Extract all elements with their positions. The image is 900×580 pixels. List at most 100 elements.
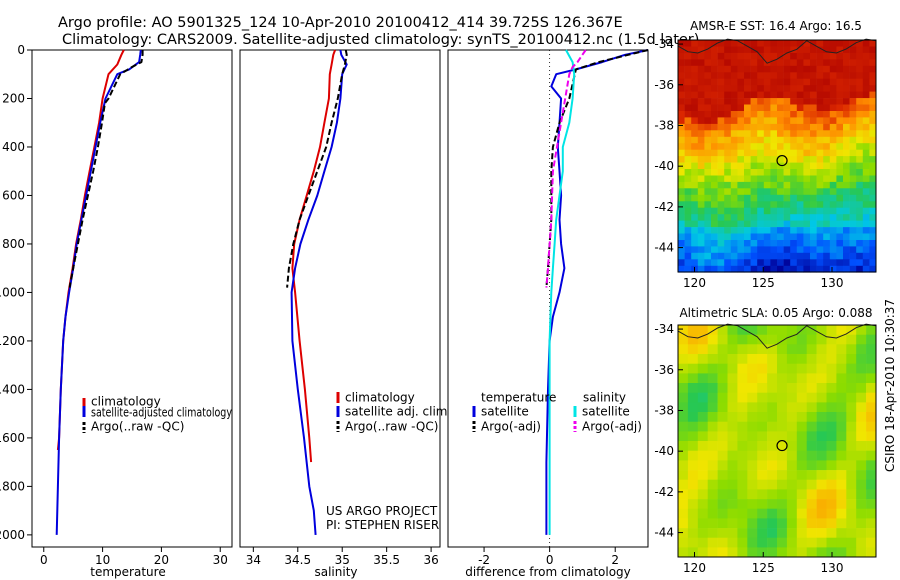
map-cell [724, 220, 732, 228]
map-cell [806, 363, 817, 374]
map-cell [750, 169, 758, 176]
map-cell [777, 421, 788, 432]
x-tick-label: 30 [213, 553, 228, 567]
map-cell [691, 149, 699, 157]
map-cell [806, 325, 817, 335]
map-cell [836, 479, 847, 490]
map-cell [684, 252, 692, 260]
map-cell [770, 252, 778, 260]
series-line-satellite [290, 49, 348, 535]
map-cell [796, 528, 807, 539]
map-cell [678, 344, 689, 355]
map-cell [737, 52, 745, 60]
map-cell [767, 334, 778, 345]
map-cell [869, 40, 877, 47]
map-cell [730, 123, 738, 131]
map-cell [856, 207, 864, 215]
map-cell [757, 470, 768, 481]
map-cell [737, 412, 748, 422]
map-cell [770, 123, 778, 131]
map-cell [687, 325, 699, 335]
map-cell [697, 265, 705, 273]
map-cell [727, 499, 738, 510]
map-cell [777, 265, 784, 273]
map-cell [777, 252, 784, 260]
map-cell [869, 52, 877, 60]
map-cell [856, 104, 864, 112]
map-cell [790, 169, 798, 176]
temperature-panel: 0102030020040060080010001200140016001800… [0, 43, 233, 579]
map-cell [678, 85, 685, 92]
map-cell [843, 188, 850, 196]
map-cell [730, 136, 738, 144]
map-cell [678, 470, 689, 481]
map-cell [810, 259, 817, 267]
map-cell [829, 227, 837, 234]
map-cell [849, 175, 857, 183]
map-cell [730, 78, 738, 86]
map-cell [786, 344, 798, 355]
map-cell [737, 143, 745, 150]
map-cell [744, 201, 751, 209]
map-cell [846, 354, 857, 364]
map-cell [757, 59, 765, 67]
map-cell [803, 220, 811, 228]
map-cell [869, 98, 877, 105]
map-cell [687, 537, 699, 548]
map-cell [849, 188, 857, 196]
map-cell [843, 98, 850, 105]
map-cell [750, 227, 758, 234]
map-cell [810, 252, 817, 260]
map-cell [684, 227, 692, 234]
map-cell [697, 450, 708, 461]
map-cell [856, 450, 867, 461]
map-cell [806, 421, 817, 432]
map-cell [796, 499, 807, 510]
map-cell [727, 460, 738, 471]
map-cell [757, 537, 768, 548]
map-cell [849, 252, 857, 260]
map-cell [684, 46, 692, 54]
map-cell [803, 265, 811, 273]
map-cell [691, 117, 699, 125]
map-cell [856, 334, 867, 345]
map-cell [744, 162, 751, 170]
map-cell [678, 479, 689, 490]
map-cell [843, 85, 850, 92]
map-cell [711, 227, 718, 234]
map-cell [707, 363, 718, 374]
map-cell [866, 489, 877, 500]
map-cell [697, 98, 705, 105]
map-cell [678, 169, 685, 176]
map-cell [836, 518, 847, 529]
map-cell [737, 334, 748, 345]
temperature-plot-content: 0102030020040060080010001200140016001800… [0, 43, 228, 567]
map-cell [684, 111, 692, 118]
map-cell [763, 227, 771, 234]
map-cell [727, 392, 738, 403]
map-cell [750, 252, 758, 260]
map-cell [862, 188, 870, 196]
map-cell [849, 169, 857, 176]
map-cell [836, 123, 844, 131]
map-cell [783, 40, 791, 47]
map-cell [823, 220, 831, 228]
map-cell [770, 85, 778, 92]
map-cell [777, 363, 788, 374]
map-cell [790, 149, 798, 157]
map-cell [757, 136, 765, 144]
map-cell [684, 85, 692, 92]
map-cell [717, 156, 725, 163]
map-cell [806, 479, 817, 490]
map-cell [826, 363, 837, 374]
map-cell [684, 194, 692, 202]
map-cell [724, 40, 732, 47]
map-cell [849, 111, 857, 118]
series-line-argo [286, 49, 348, 288]
map-cell [770, 104, 778, 112]
map-cell [803, 169, 811, 176]
map-cell [816, 117, 824, 125]
map-cell [836, 233, 844, 241]
map-cell [757, 246, 765, 254]
map-cell [724, 156, 732, 163]
